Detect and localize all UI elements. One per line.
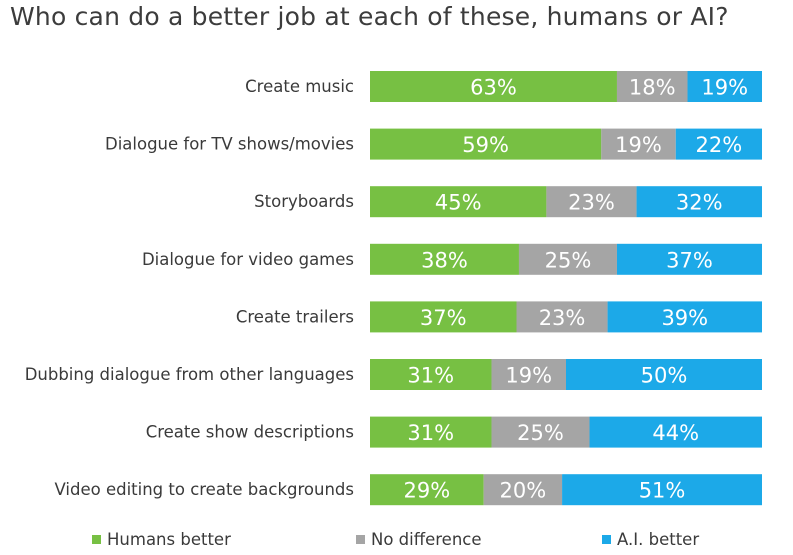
- bar-segment-ai: [636, 186, 762, 218]
- category-label: Storyboards: [254, 192, 354, 211]
- bar-segment-humans: [370, 71, 617, 102]
- data-label-humans: 45%: [435, 191, 482, 215]
- legend-item-humans: Humans better: [92, 530, 231, 549]
- data-label-humans: 37%: [420, 306, 467, 330]
- data-label-humans: 31%: [407, 421, 454, 445]
- bar-segment-ai: [616, 243, 762, 275]
- category-label: Video editing to create backgrounds: [54, 480, 354, 499]
- category-label: Create show descriptions: [146, 423, 354, 442]
- category-label: Create trailers: [236, 307, 354, 326]
- bar-segment-no-difference: [601, 128, 676, 160]
- data-label-ai: 50%: [641, 364, 688, 388]
- bar-segment-ai: [607, 301, 762, 333]
- bar-segment-no-difference: [491, 416, 590, 448]
- bar-segment-no-difference: [546, 186, 637, 218]
- bar-segment-no-difference: [516, 301, 608, 333]
- data-label-ai: 32%: [676, 191, 723, 215]
- data-label-ai: 51%: [639, 479, 686, 503]
- bar-segment-humans: [370, 243, 519, 275]
- chart-legend: Humans better No difference A.I. better: [0, 530, 793, 554]
- data-label-no-difference: 25%: [517, 421, 564, 445]
- legend-label-ai: A.I. better: [617, 530, 700, 549]
- data-label-no-difference: 25%: [545, 248, 592, 272]
- legend-item-ai: A.I. better: [602, 530, 699, 549]
- bar-segment-no-difference: [616, 71, 688, 102]
- bar-segment-humans: [370, 359, 492, 390]
- bar-segment-humans: [370, 474, 484, 506]
- data-label-humans: 59%: [462, 133, 509, 157]
- data-label-no-difference: 18%: [629, 76, 676, 100]
- stacked-bar-chart: Create music 63% 18% 19% Dialogue for TV sho…: [25, 71, 762, 506]
- bar-segment-ai: [687, 71, 762, 102]
- legend-label-no-difference: No difference: [371, 530, 482, 549]
- chart-title: Who can do a better job at each of these…: [10, 2, 729, 31]
- bar-segment-ai: [589, 416, 762, 448]
- legend-item-no-difference: No difference: [356, 530, 482, 549]
- legend-label-humans: Humans better: [107, 530, 231, 549]
- data-label-humans: 31%: [407, 364, 454, 388]
- bar-segment-ai: [566, 359, 762, 390]
- legend-swatch-no-difference: [356, 535, 365, 544]
- data-label-no-difference: 19%: [615, 133, 662, 157]
- data-label-ai: 22%: [696, 133, 743, 157]
- bar-segment-ai: [675, 128, 762, 160]
- bar-segment-humans: [370, 128, 602, 160]
- bar-segment-humans: [370, 186, 547, 218]
- bar-segment-no-difference: [483, 474, 563, 506]
- bar-segment-ai: [562, 474, 762, 506]
- data-label-ai: 44%: [652, 421, 699, 445]
- data-label-humans: 38%: [421, 248, 468, 272]
- category-label: Create music: [245, 77, 354, 96]
- data-label-humans: 29%: [403, 479, 450, 503]
- bar-segment-no-difference: [518, 243, 617, 275]
- legend-swatch-humans: [92, 535, 101, 544]
- data-label-humans: 63%: [470, 76, 517, 100]
- data-label-ai: 39%: [661, 306, 708, 330]
- data-label-no-difference: 19%: [505, 364, 552, 388]
- bar-segment-no-difference: [491, 359, 566, 390]
- data-label-no-difference: 23%: [568, 191, 615, 215]
- data-label-ai: 37%: [666, 248, 713, 272]
- bar-segment-humans: [370, 301, 517, 333]
- data-label-ai: 19%: [701, 76, 748, 100]
- category-label: Dialogue for video games: [142, 250, 354, 269]
- bar-segment-humans: [370, 416, 492, 448]
- data-label-no-difference: 20%: [500, 479, 547, 503]
- category-label: Dialogue for TV shows/movies: [105, 135, 354, 154]
- legend-swatch-ai: [602, 535, 611, 544]
- category-label: Dubbing dialogue from other languages: [25, 365, 354, 384]
- data-label-no-difference: 23%: [539, 306, 586, 330]
